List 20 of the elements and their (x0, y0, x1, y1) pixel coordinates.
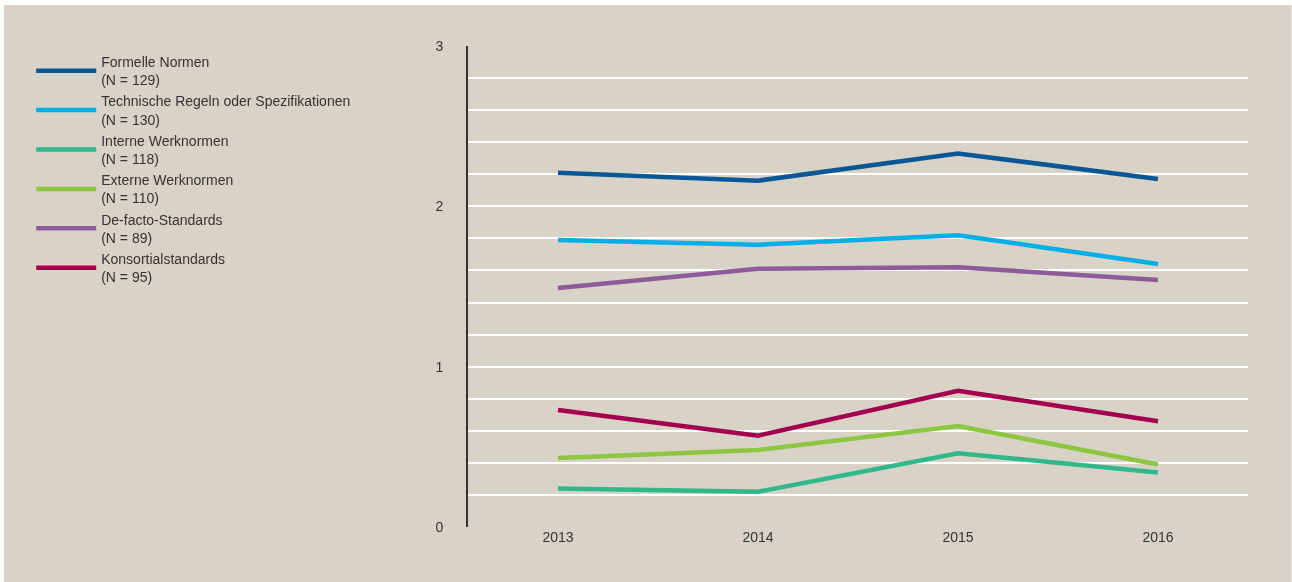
x-tick-label: 2015 (942, 529, 974, 545)
line-series (555, 265, 1161, 291)
x-tick-label: 2016 (1142, 529, 1174, 545)
line-series (555, 451, 1161, 494)
legend-label: Interne Werknormen (N = 118) (101, 132, 229, 168)
line-series (555, 151, 1161, 183)
y-tick-label: 0 (435, 518, 444, 535)
legend-label: Konsortialstandards (N = 95) (101, 251, 225, 286)
legend-label: De-facto-Standards (N = 89) (101, 211, 223, 246)
legend-label: Technische Regeln oder Spezifikationen (N = 130) (101, 93, 351, 128)
y-tick-label: 2 (435, 198, 444, 215)
y-tick-label: 3 (435, 37, 444, 54)
line-series (555, 423, 1161, 467)
line-series (555, 232, 1161, 267)
legend-label: Externe Werknormen (N = 110) (101, 172, 234, 207)
legend-label: Formelle Normen (N = 129) (101, 54, 210, 89)
y-tick-label: 1 (435, 358, 444, 375)
x-tick-label: 2014 (742, 529, 774, 545)
x-tick-label: 2013 (542, 529, 574, 545)
line-series (555, 388, 1161, 438)
